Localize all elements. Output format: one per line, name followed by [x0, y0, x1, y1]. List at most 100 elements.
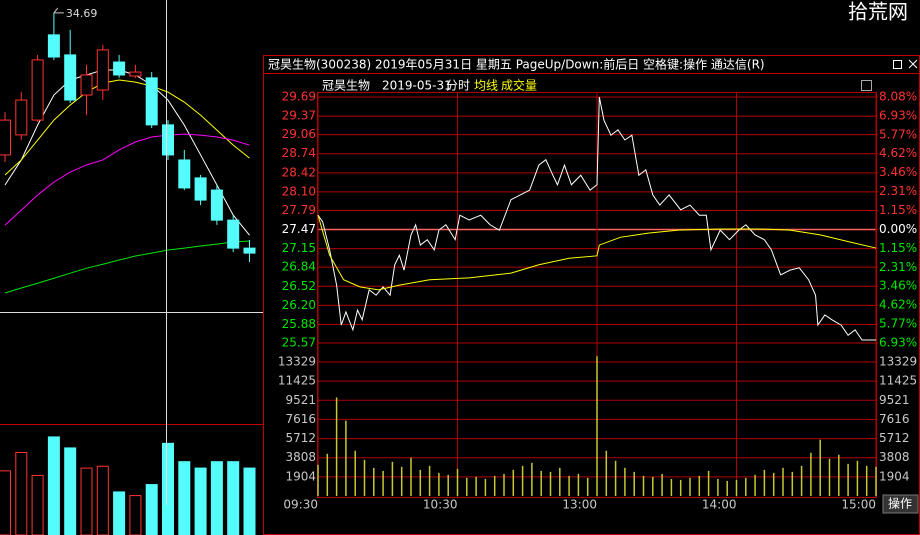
moving-average — [4, 69, 250, 236]
average-line — [317, 215, 877, 291]
volume-bar — [540, 470, 542, 496]
candle-body — [227, 219, 240, 249]
volume-tick-label-right: 9521 — [879, 393, 910, 407]
high-pointer — [53, 7, 64, 14]
volume-bar — [484, 478, 487, 496]
y-tick-label: 25.57 — [282, 336, 316, 350]
action-button-label[interactable]: 操作 — [888, 496, 912, 511]
candle-body — [113, 61, 126, 76]
volume-tick-label-right: 3808 — [879, 450, 910, 464]
volume-bar — [447, 474, 449, 496]
candle-body — [0, 119, 11, 156]
volume-bar — [391, 461, 394, 496]
volume-bar — [113, 491, 126, 535]
volume-bar — [400, 466, 403, 496]
volume-bar — [373, 467, 375, 496]
y-tick-label: 26.84 — [282, 260, 316, 274]
watermark: 拾荒网 — [848, 0, 908, 24]
volume-bar — [475, 476, 477, 496]
volume-bar — [838, 454, 840, 496]
y2-tick-label: 5.77% — [879, 316, 917, 330]
y2-tick-label: 8.08% — [879, 90, 917, 104]
volume-bar — [363, 459, 366, 496]
y2-tick-label: 1.15% — [879, 241, 917, 255]
close-button[interactable] — [908, 59, 918, 69]
volume-bar — [865, 465, 868, 496]
volume-bar — [64, 447, 77, 535]
volume-bar — [652, 476, 654, 496]
volume-bar — [210, 461, 223, 535]
candle-body — [129, 71, 142, 77]
volume-bar — [782, 467, 784, 496]
y-tick-label: 29.37 — [282, 109, 316, 123]
y-tick-label: 27.47 — [282, 222, 316, 236]
volume-bar — [559, 467, 561, 496]
volume-bar — [856, 460, 859, 496]
y-tick-label: 28.10 — [282, 184, 316, 198]
volume-bar — [428, 465, 431, 496]
y-tick-label: 26.20 — [282, 298, 316, 312]
y2-tick-label: 0.00% — [879, 222, 917, 236]
volume-bar — [419, 469, 422, 496]
intraday-window: 冠昊生物(300238) 2019年05月31日 星期五 PageUp/Down… — [263, 55, 920, 535]
candle-body — [178, 159, 191, 189]
volume-tick-label-right: 7616 — [879, 412, 910, 426]
y2-tick-label: 6.93% — [879, 108, 917, 122]
volume-bar — [800, 465, 803, 496]
volume-bar — [0, 470, 11, 535]
volume-tick-label: 7616 — [285, 412, 316, 426]
candle-body — [64, 54, 77, 101]
volume-bar — [763, 469, 766, 496]
volume-tick-label: 11425 — [278, 374, 316, 388]
moving-average — [4, 133, 250, 226]
action-button[interactable] — [882, 494, 919, 514]
x-tick-label: 10:30 — [423, 498, 458, 512]
y-tick-label: 26.52 — [282, 279, 316, 293]
volume-bar — [735, 479, 738, 496]
volume-bar — [689, 477, 691, 496]
x-tick-label: 13:00 — [562, 498, 597, 512]
x-tick-label: 15:00 — [841, 498, 876, 512]
volume-bar — [227, 461, 240, 535]
volume-bar — [354, 450, 356, 496]
volume-bar — [596, 356, 598, 496]
candle-body — [47, 34, 60, 58]
x-tick-label: 09:30 — [283, 498, 318, 512]
window-title: 冠昊生物(300238) 2019年05月31日 星期五 PageUp/Down… — [268, 57, 765, 72]
panel-icon[interactable] — [861, 80, 872, 91]
volume-bar — [549, 471, 552, 496]
window-frame — [263, 55, 920, 535]
maximize-button[interactable] — [893, 60, 902, 69]
volume-bar — [605, 450, 608, 496]
candle-body — [145, 77, 158, 126]
volume-bar — [745, 477, 747, 496]
volume-bar — [531, 462, 533, 496]
volume-bar — [772, 472, 775, 496]
candle-body — [96, 49, 109, 91]
volume-bar — [503, 473, 505, 496]
volume-bar — [707, 470, 710, 496]
volume-bar — [642, 475, 645, 496]
volume-bar — [80, 467, 93, 535]
volume-bar — [493, 475, 496, 496]
date: 2019-05-31 — [382, 79, 452, 93]
y2-tick-label: 3.46% — [879, 165, 917, 179]
volume-bar — [791, 471, 794, 496]
volume-tick-label-right: 1904 — [879, 469, 910, 483]
y-tick-label: 25.88 — [282, 317, 316, 331]
volume-bar — [317, 464, 319, 496]
volume-tick-label-right: 11425 — [879, 374, 917, 388]
volume-bar — [162, 442, 174, 535]
y2-tick-label: 3.46% — [879, 279, 917, 293]
candle-body — [15, 99, 28, 136]
volume-bar — [568, 475, 570, 496]
volume-bar — [335, 397, 338, 496]
volume-bar — [726, 480, 728, 496]
y2-tick-label: 6.93% — [879, 336, 917, 350]
volume-bar — [178, 461, 191, 535]
volume-bar — [456, 468, 459, 496]
volume-bar — [96, 465, 109, 535]
legend-volume: 成交量 — [501, 78, 537, 93]
y2-tick-label: 4.62% — [879, 298, 917, 312]
